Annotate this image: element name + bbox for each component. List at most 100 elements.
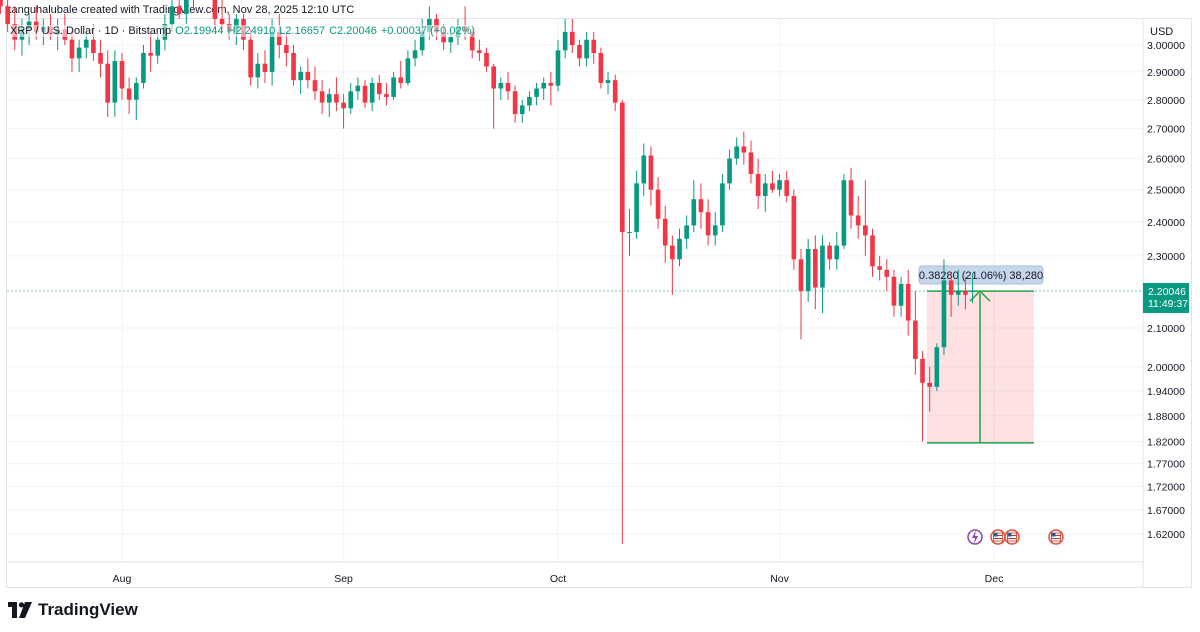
candle [927,366,932,412]
price-tick-label: 1.67000 [1147,505,1185,517]
flag-canton [1051,533,1056,537]
candle-body [662,218,668,246]
candle [141,45,146,89]
candle [319,80,325,115]
candle [577,39,582,67]
price-tick-label: 2.60000 [1147,154,1185,166]
candle-body [948,280,954,295]
candle [484,47,489,72]
candle-body [970,290,975,292]
price-tick-label: 2.10000 [1147,323,1185,335]
candle-body [69,39,75,59]
candle-body [405,58,411,83]
candle [398,61,404,89]
candle [376,74,382,100]
candle-body [834,245,840,260]
lightning-icon[interactable] [967,529,983,545]
candle-body [384,94,389,97]
candle [5,0,10,32]
candle [591,31,597,64]
candle [748,140,754,184]
candle [284,31,289,67]
candle-body [91,39,96,53]
candle-body [298,71,304,81]
candle-body [176,6,182,14]
us-flag-icon[interactable] [1004,529,1020,545]
candle [355,77,361,100]
candle [662,205,668,263]
tradingview-logo-icon [8,602,32,618]
candle-body [355,85,361,92]
price-tick-label: 2.40000 [1147,217,1185,229]
time-axis: Aug Sep Oct Nov Dec [7,561,1143,585]
candle [98,39,103,78]
last-price-countdown: 11:49:37 [1148,298,1188,310]
candle-body [805,248,811,292]
candle-body [627,232,632,234]
candle-body [348,91,354,109]
candle-body [691,199,697,226]
candle-body [741,146,747,153]
candle-body [555,50,561,86]
candle [384,82,389,106]
candle-body [569,31,575,45]
tradingview-logo[interactable]: TradingView [8,600,138,620]
candle-body [955,291,961,295]
candle [941,259,947,355]
candle [248,29,253,86]
candle [176,0,182,19]
candle [798,248,804,340]
candle [298,66,304,95]
candle-body [491,66,496,89]
candle [119,52,125,100]
candle-body [469,31,475,51]
candle-body [848,180,854,216]
candle-body [577,45,582,59]
currency-label[interactable]: USD [1150,26,1174,38]
candle [770,170,775,193]
price-tick-label: 2.50000 [1147,185,1185,197]
candle [369,77,375,112]
price-tick-label: 2.70000 [1147,124,1185,136]
candle-body [505,82,511,92]
time-tick-label: Aug [113,573,132,585]
candle-body [641,155,647,184]
candle-body [477,50,482,53]
candle [126,77,132,115]
candle-body [877,266,882,270]
candle-body [341,102,346,109]
flag-body [1051,532,1061,542]
candle [720,173,725,233]
candle [105,50,111,117]
candle-body [698,199,704,213]
candle [255,52,261,89]
candle [934,343,940,391]
candle-body [391,77,396,97]
candle-body [827,245,832,260]
candle [698,183,704,229]
candle [312,66,318,100]
candle-body [870,235,875,267]
legend-change: +0.00037 (+0.02%) [380,25,476,37]
candle [841,173,847,249]
candle [612,74,618,112]
us-flag-icon[interactable] [990,529,1006,545]
candle-body [727,158,732,184]
symbol-title[interactable]: XRP / U.S. Dollar · 1D · Bitstamp [10,25,172,37]
price-tick-label: 2.00000 [1147,362,1185,374]
candle [712,212,718,246]
candle-body [119,61,125,89]
candle-body [584,39,589,59]
candle [691,180,697,233]
candle [212,0,218,30]
event-markers [967,529,1064,545]
us-flag-icon[interactable] [1048,529,1064,545]
candle-body [498,82,504,89]
candle-body [512,91,518,115]
candle [326,88,332,117]
candle [677,228,682,267]
candle [133,77,139,120]
candle-body [291,52,296,81]
candle [112,50,118,117]
